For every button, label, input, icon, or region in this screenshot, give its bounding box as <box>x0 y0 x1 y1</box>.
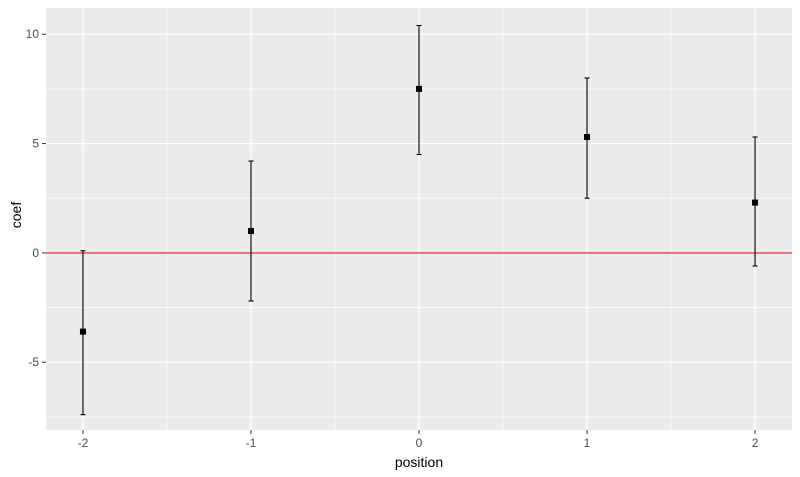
data-point <box>247 228 254 235</box>
y-tick-label: -5 <box>28 355 39 369</box>
x-tick-label: 1 <box>584 436 591 450</box>
y-tick-label: 10 <box>26 27 40 41</box>
y-tick-label: 0 <box>32 246 39 260</box>
y-tick-label: 5 <box>32 137 39 151</box>
data-points <box>79 85 759 335</box>
y-axis-ticks: -5 0 5 10 <box>26 27 46 369</box>
y-axis-title: coef <box>8 202 24 229</box>
x-axis-title: position <box>395 454 443 470</box>
x-tick-label: -2 <box>78 436 89 450</box>
x-tick-label: 0 <box>416 436 423 450</box>
x-tick-label: -1 <box>246 436 257 450</box>
data-point <box>79 328 86 335</box>
data-point <box>416 85 422 92</box>
x-tick-label: 2 <box>752 436 759 450</box>
data-point <box>752 199 759 206</box>
x-axis-ticks: -2 -1 0 1 2 <box>78 430 759 450</box>
data-point <box>584 134 591 141</box>
